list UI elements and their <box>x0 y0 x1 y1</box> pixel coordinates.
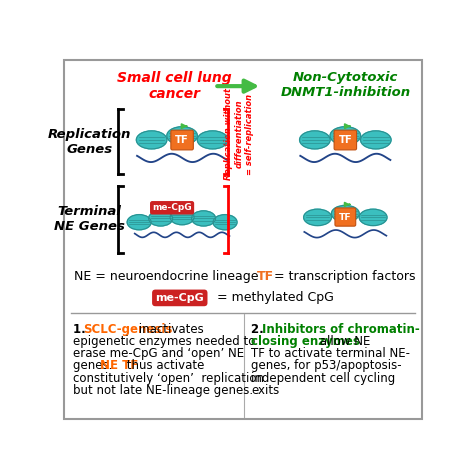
Ellipse shape <box>330 127 361 145</box>
Ellipse shape <box>331 205 359 222</box>
FancyBboxPatch shape <box>171 130 193 150</box>
Ellipse shape <box>304 209 331 226</box>
Ellipse shape <box>191 211 216 226</box>
Text: Replication without
differentiation
= self-replication: Replication without differentiation = se… <box>224 88 254 180</box>
Text: 2.: 2. <box>251 322 268 336</box>
Ellipse shape <box>137 131 167 149</box>
Text: Replication
Genes: Replication Genes <box>48 128 131 155</box>
Text: NE = neuroendocrine lineage: NE = neuroendocrine lineage <box>74 270 259 283</box>
Text: allow NE: allow NE <box>316 335 371 348</box>
Text: Inhibitors of chromatin-: Inhibitors of chromatin- <box>262 322 420 336</box>
Ellipse shape <box>167 127 197 145</box>
Text: NE TF: NE TF <box>100 359 138 373</box>
Text: 1.: 1. <box>73 322 90 336</box>
Text: independent cell cycling: independent cell cycling <box>251 372 396 385</box>
Ellipse shape <box>127 215 151 230</box>
Ellipse shape <box>359 209 387 226</box>
Text: genes.: genes. <box>73 359 116 373</box>
Text: epigenetic enzymes needed to: epigenetic enzymes needed to <box>73 335 255 348</box>
Text: inactivates: inactivates <box>135 322 204 336</box>
Ellipse shape <box>197 131 228 149</box>
Text: = transcription factors: = transcription factors <box>270 270 415 283</box>
Ellipse shape <box>149 211 173 226</box>
Text: Non-Cytotoxic
DNMT1-inhibition: Non-Cytotoxic DNMT1-inhibition <box>280 71 410 99</box>
FancyBboxPatch shape <box>335 208 356 226</box>
Text: TF: TF <box>257 270 274 283</box>
Text: SCLC-genesis: SCLC-genesis <box>83 322 173 336</box>
FancyBboxPatch shape <box>64 60 422 419</box>
Text: = methylated CpG: = methylated CpG <box>213 292 334 304</box>
Text: but not late NE-lineage genes.: but not late NE-lineage genes. <box>73 384 253 397</box>
Text: erase me-CpG and ‘open’ NE: erase me-CpG and ‘open’ NE <box>73 347 244 360</box>
Text: Small cell lung
cancer: Small cell lung cancer <box>117 71 232 101</box>
Text: TF: TF <box>339 212 352 221</box>
Text: thus activate: thus activate <box>123 359 204 373</box>
Text: TF: TF <box>175 135 189 145</box>
Text: constitutively ‘open’  replication: constitutively ‘open’ replication <box>73 372 264 385</box>
Ellipse shape <box>213 215 237 230</box>
Text: TF: TF <box>338 135 352 145</box>
Text: closing enzymes: closing enzymes <box>251 335 360 348</box>
FancyBboxPatch shape <box>334 130 356 150</box>
Text: me-CpG: me-CpG <box>155 293 204 303</box>
Ellipse shape <box>170 210 194 225</box>
Text: exits: exits <box>251 384 280 397</box>
Text: genes, for p53/apoptosis-: genes, for p53/apoptosis- <box>251 359 402 373</box>
Text: me-CpG: me-CpG <box>152 203 192 212</box>
Text: TF to activate terminal NE-: TF to activate terminal NE- <box>251 347 410 360</box>
Text: Terminal
NE Genes: Terminal NE Genes <box>54 205 125 233</box>
Ellipse shape <box>300 131 330 149</box>
Ellipse shape <box>361 131 391 149</box>
